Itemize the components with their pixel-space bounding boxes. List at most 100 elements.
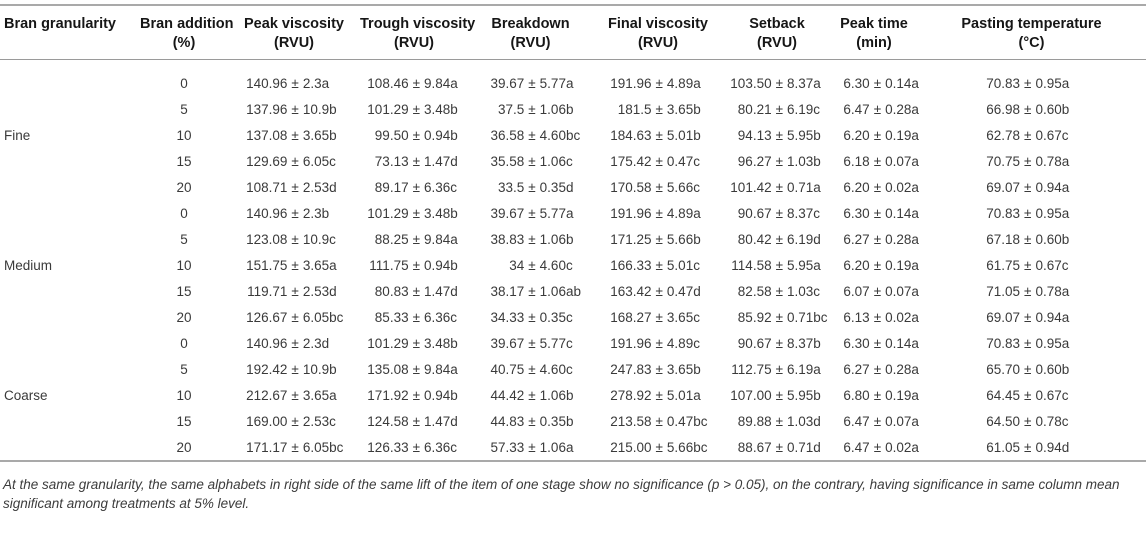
- value-part: ±: [655, 257, 663, 273]
- value-part: ±: [1024, 179, 1032, 195]
- value-part: ±: [1024, 101, 1032, 117]
- value-part: ±: [291, 309, 299, 325]
- value-part: 70.83: [986, 75, 1021, 91]
- bran-addition-cell: 20: [176, 439, 192, 455]
- value-cell: 123.08 ±10.9c: [228, 226, 360, 252]
- value-part: 0.28a: [885, 231, 919, 247]
- value-part: 5.95b: [787, 387, 821, 403]
- table-row: 15 169.00 ±2.53c 124.58 ±1.47d 44.83 ±0.35b 213…: [0, 408, 1146, 434]
- value-part: 0.35b: [539, 413, 574, 429]
- column-header-line2: (min): [856, 35, 892, 51]
- value-part: 39.67: [490, 75, 525, 91]
- value-part: 80.83: [374, 283, 409, 299]
- value-part: 215.00: [610, 439, 652, 455]
- value-part: ±: [412, 127, 421, 143]
- value-cell: 137.96 ±10.9b: [228, 96, 360, 122]
- value-part: ±: [412, 179, 421, 195]
- value-part: ±: [528, 127, 536, 143]
- value-cell: 44.42 ±1.06b: [468, 382, 593, 408]
- table-row: 5 137.96 ±10.9b 101.29 ±3.48b 37.5 ±1.06b 181.5…: [0, 96, 1146, 122]
- value-part: 6.80: [843, 387, 870, 403]
- value-part: ±: [655, 205, 663, 221]
- value-part: ±: [412, 101, 421, 117]
- value-part: 8.37c: [787, 205, 821, 221]
- value-cell: 39.67 ±5.77a: [468, 60, 593, 97]
- value-part: ±: [873, 231, 882, 247]
- value-part: 10.9b: [302, 361, 337, 377]
- value-part: 6.19a: [787, 361, 821, 377]
- value-cell: 39.67 ±5.77a: [468, 200, 593, 226]
- column-header-line2: (RVU): [756, 35, 797, 51]
- value-part: 108.71: [246, 179, 288, 195]
- value-part: 0.71d: [787, 439, 821, 455]
- value-cell: 101.29 ±3.48b: [360, 200, 468, 226]
- value-part: ±: [528, 335, 536, 351]
- value-cell: 69.07 ±0.94a: [917, 304, 1146, 330]
- value-part: 2.3b: [302, 205, 330, 221]
- value-part: 4.60bc: [539, 127, 581, 143]
- value-part: ±: [291, 205, 299, 221]
- value-part: 170.58: [610, 179, 652, 195]
- value-part: ±: [775, 101, 784, 117]
- value-cell: 6.47 ±0.28a: [831, 96, 919, 122]
- column-header: Final viscosity (RVU): [593, 5, 723, 60]
- value-part: 181.5: [617, 101, 652, 117]
- table-row: 10 151.75 ±3.65a 111.75 ±0.94b 34 ±4.60c 166.33…: [0, 252, 1146, 278]
- value-part: 34: [509, 257, 525, 273]
- table-row: 5 192.42 ±10.9b 135.08 ±9.84a 40.75 ±4.60c 247.…: [0, 356, 1146, 382]
- value-part: ±: [528, 283, 536, 299]
- value-part: 103.50: [730, 75, 772, 91]
- value-part: 6.19d: [787, 231, 821, 247]
- table-row: 20 171.17 ±6.05bc 126.33 ±6.36c 57.33 ±1.06a 21…: [0, 434, 1146, 461]
- value-part: 3.65c: [666, 309, 700, 325]
- value-part: 0.07a: [885, 153, 919, 169]
- value-cell: 107.00 ±5.95b: [723, 382, 831, 408]
- value-cell: 90.67 ±8.37b: [723, 330, 831, 356]
- value-cell: 37.5 ±1.06b: [468, 96, 593, 122]
- value-part: 94.13: [737, 127, 772, 143]
- value-part: 8.37a: [787, 75, 821, 91]
- value-part: 0.94b: [424, 257, 458, 273]
- value-part: ±: [655, 387, 663, 403]
- value-part: 73.13: [374, 153, 409, 169]
- value-part: ±: [655, 231, 663, 247]
- value-cell: 94.13 ±5.95b: [723, 122, 831, 148]
- value-part: 65.70: [986, 361, 1021, 377]
- value-cell: 169.00 ±2.53c: [228, 408, 360, 434]
- value-part: 247.83: [610, 361, 652, 377]
- bran-addition-cell: 0: [180, 335, 188, 351]
- column-header-line1: Peak time: [840, 16, 908, 32]
- value-part: 80.42: [737, 231, 772, 247]
- value-part: ±: [873, 283, 882, 299]
- value-part: ±: [655, 361, 663, 377]
- column-header-line2: (RVU): [273, 35, 314, 51]
- value-part: 5.01c: [666, 257, 700, 273]
- value-part: ±: [528, 439, 536, 455]
- value-part: 101.42: [730, 179, 772, 195]
- value-part: 0.02a: [885, 179, 919, 195]
- value-part: 90.67: [737, 335, 772, 351]
- value-part: 64.45: [986, 387, 1021, 403]
- value-part: 119.71: [247, 283, 288, 299]
- value-part: 163.42: [610, 283, 652, 299]
- bran-addition-cell: 0: [180, 205, 188, 221]
- value-part: ±: [873, 387, 882, 403]
- value-cell: 6.07 ±0.07a: [831, 278, 919, 304]
- value-part: 123.08: [246, 231, 288, 247]
- value-part: 166.33: [610, 257, 652, 273]
- value-part: ±: [775, 309, 784, 325]
- table-body: Fine 0 140.96 ±2.3a 108.46 ±9.84a 39.67 ±5.77a 1…: [0, 60, 1146, 461]
- granularity-group-label: Medium: [4, 257, 53, 273]
- value-part: 61.75: [986, 257, 1021, 273]
- value-cell: 184.63 ±5.01b: [593, 122, 723, 148]
- value-part: 114.58: [731, 257, 772, 273]
- column-header: Peak time (min): [831, 5, 917, 60]
- value-cell: 69.07 ±0.94a: [917, 174, 1146, 200]
- value-part: 278.92: [610, 387, 652, 403]
- value-part: 0.47d: [666, 283, 701, 299]
- value-part: 169.00: [246, 413, 288, 429]
- value-part: 111.75: [369, 257, 409, 273]
- value-part: 0.71a: [787, 179, 821, 195]
- value-cell: 101.29 ±3.48b: [360, 96, 468, 122]
